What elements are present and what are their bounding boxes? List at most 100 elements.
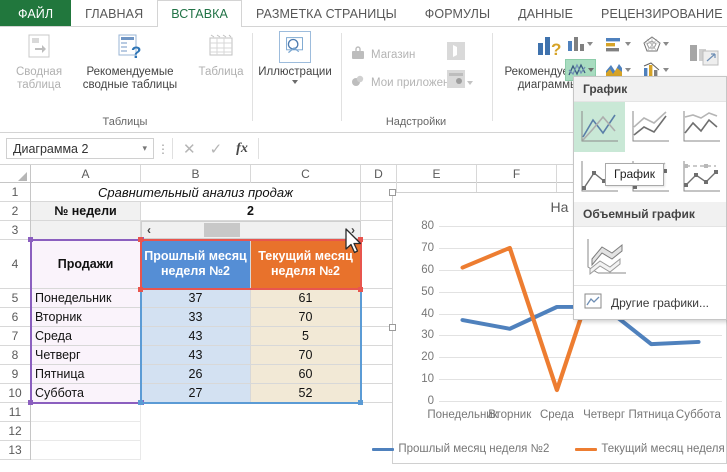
selection-handle-ser-br[interactable]: [358, 287, 363, 292]
confirm-icon[interactable]: ✓: [209, 140, 223, 158]
cell-C9[interactable]: 60: [251, 365, 361, 384]
column-header-B[interactable]: B: [141, 165, 251, 183]
name-box[interactable]: Диаграмма 2 ▾: [6, 138, 154, 159]
cell-A11[interactable]: [31, 403, 141, 422]
line-chart-gallery-dropdown[interactable]: График: [573, 76, 727, 320]
row-header-6[interactable]: 6: [0, 308, 30, 327]
cell-A4-sales-header[interactable]: Продажи: [31, 240, 141, 289]
scrollbar-left-arrow-icon[interactable]: ‹: [147, 223, 151, 237]
week-scrollbar-control[interactable]: ‹ ›: [141, 221, 361, 239]
cell-C8[interactable]: 70: [251, 346, 361, 365]
cell-A1-title[interactable]: Сравнительный анализ продаж: [31, 183, 361, 202]
gallery-item-line[interactable]: [574, 102, 625, 152]
illustrations-button[interactable]: Иллюстрации: [256, 31, 334, 84]
recommended-pivot-tables-button[interactable]: ? Рекомендуемые сводные таблицы: [75, 31, 185, 92]
cell-C5[interactable]: 61: [251, 289, 361, 308]
tab-data[interactable]: ДАННЫЕ: [504, 0, 587, 26]
column-chart-button[interactable]: [565, 33, 596, 55]
cell-B2-week-value[interactable]: 2: [141, 202, 361, 221]
cell-A5[interactable]: Понедельник: [31, 289, 141, 308]
area-chart-chevron-down-icon[interactable]: [625, 68, 631, 72]
row-header-8[interactable]: 8: [0, 346, 30, 365]
selection-handle-val-bl[interactable]: [138, 400, 143, 405]
column-header-E[interactable]: E: [397, 165, 477, 183]
selection-handle-cat-tl[interactable]: [28, 237, 33, 242]
line-chart-button[interactable]: [565, 59, 596, 81]
column-header-A[interactable]: A: [31, 165, 141, 183]
cell-B8[interactable]: 43: [141, 346, 251, 365]
cell-A13[interactable]: [31, 441, 141, 460]
row-header-5[interactable]: 5: [0, 289, 30, 308]
table-button[interactable]: Таблица: [186, 31, 256, 79]
tab-page-layout[interactable]: РАЗМЕТКА СТРАНИЦЫ: [242, 0, 411, 26]
column-chart-chevron-down-icon[interactable]: [587, 42, 593, 46]
row-header-10[interactable]: 10: [0, 384, 30, 403]
legend-item-current[interactable]: Текущий месяц неделя №2: [575, 443, 727, 455]
cell-B5[interactable]: 37: [141, 289, 251, 308]
selection-handle-ser-tl[interactable]: [138, 237, 143, 242]
gallery-more-charts-item[interactable]: Другие графики...: [574, 286, 726, 319]
cell-C10[interactable]: 52: [251, 384, 361, 403]
cell-A12[interactable]: [31, 422, 141, 441]
tab-file[interactable]: ФАЙЛ: [0, 0, 72, 26]
selection-handle-val-br[interactable]: [358, 400, 363, 405]
cell-B7[interactable]: 43: [141, 327, 251, 346]
chart-title[interactable]: На: [550, 199, 569, 215]
cell-B9[interactable]: 26: [141, 365, 251, 384]
tab-insert[interactable]: ВСТАВКА: [157, 0, 242, 27]
cell-A2-week-label[interactable]: № недели: [31, 202, 141, 221]
column-header-F[interactable]: F: [477, 165, 557, 183]
row-header-1[interactable]: 1: [0, 183, 30, 202]
radar-chart-chevron-down-icon[interactable]: [663, 42, 669, 46]
bing-maps-button[interactable]: [446, 41, 466, 66]
cell-A7[interactable]: Среда: [31, 327, 141, 346]
line-chart-chevron-down-icon[interactable]: [588, 68, 594, 72]
cell-A8[interactable]: Четверг: [31, 346, 141, 365]
scrollbar-right-arrow-icon[interactable]: ›: [351, 223, 355, 237]
column-header-C[interactable]: C: [251, 165, 361, 183]
tab-formulas[interactable]: ФОРМУЛЫ: [411, 0, 504, 26]
chart-handle-mid-left[interactable]: [389, 324, 396, 331]
cell-B6[interactable]: 33: [141, 308, 251, 327]
bar-chart-button[interactable]: [603, 33, 634, 55]
cell-A9[interactable]: Пятница: [31, 365, 141, 384]
cell-A3[interactable]: [31, 221, 141, 240]
insert-function-icon[interactable]: fx: [236, 140, 248, 156]
area-chart-button[interactable]: [603, 59, 634, 81]
combo-chart-chevron-down-icon[interactable]: [663, 68, 669, 72]
cell-A6[interactable]: Вторник: [31, 308, 141, 327]
row-header-11[interactable]: 11: [0, 403, 30, 422]
chart-legend[interactable]: Прошлый месяц неделя №2 Текущий месяц не…: [372, 443, 727, 455]
row-header-12[interactable]: 12: [0, 422, 30, 441]
bar-chart-chevron-down-icon[interactable]: [625, 42, 631, 46]
combo-chart-button[interactable]: [641, 59, 672, 81]
chart-handle-top-left[interactable]: [389, 189, 396, 196]
my-apps-button[interactable]: Мои приложения: [350, 73, 473, 92]
tab-home[interactable]: ГЛАВНАЯ: [71, 0, 157, 26]
column-header-D[interactable]: D: [361, 165, 397, 183]
gallery-item-stacked-line[interactable]: [625, 102, 676, 152]
row-header-7[interactable]: 7: [0, 327, 30, 346]
cancel-icon[interactable]: ✕: [183, 140, 196, 158]
cell-C6[interactable]: 70: [251, 308, 361, 327]
row-header-9[interactable]: 9: [0, 365, 30, 384]
selection-handle-cat-bl[interactable]: [28, 400, 33, 405]
cell-B10[interactable]: 27: [141, 384, 251, 403]
selection-handle-ser-tr[interactable]: [358, 237, 363, 242]
cell-B4-prev-header[interactable]: Прошлый месяц неделя №2: [141, 240, 251, 289]
scrollbar-thumb[interactable]: [204, 223, 240, 237]
my-apps-chevron-down-icon[interactable]: [466, 80, 473, 85]
name-box-chevron-down-icon[interactable]: ▾: [142, 143, 147, 153]
cell-A10[interactable]: Суббота: [31, 384, 141, 403]
pivot-table-button[interactable]: Сводная таблица: [4, 31, 74, 92]
row-header-13[interactable]: 13: [0, 441, 30, 460]
row-header-3[interactable]: 3: [0, 221, 30, 240]
selection-handle-ser-bl[interactable]: [138, 287, 143, 292]
tab-review[interactable]: РЕЦЕНЗИРОВАНИЕ: [587, 0, 727, 26]
row-header-4[interactable]: 4: [0, 240, 30, 289]
radar-chart-button[interactable]: [641, 33, 672, 55]
people-graph-button[interactable]: [446, 69, 466, 94]
illustrations-chevron-down-icon[interactable]: [292, 80, 298, 84]
store-button[interactable]: Магазин: [350, 45, 415, 64]
formula-bar-grip[interactable]: ⋮: [157, 141, 169, 156]
